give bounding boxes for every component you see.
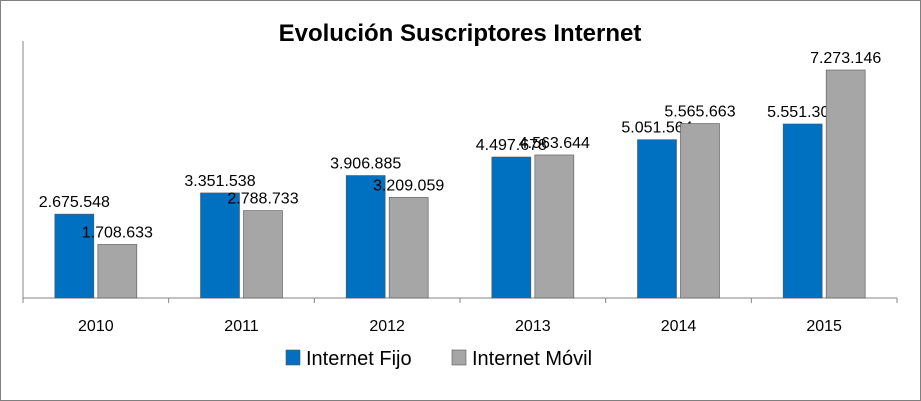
bar-internet-fijo (637, 139, 677, 299)
x-tick-label: 2010 (78, 318, 114, 335)
bar-internet-movil (243, 210, 283, 299)
bar-internet-movil (97, 244, 138, 299)
data-label: 5.551.308 (767, 104, 838, 121)
legend-swatch-internet-fijo (285, 349, 301, 366)
data-label: 4.563.644 (519, 135, 590, 152)
bar-internet-fijo (782, 123, 823, 299)
x-tick-label: 2015 (806, 318, 842, 335)
x-tick-label: 2012 (369, 318, 405, 335)
bar-internet-movil (534, 154, 575, 299)
x-tick-label: 2011 (224, 318, 259, 335)
bar-internet-fijo (200, 192, 240, 299)
legend-label: Internet Fijo (306, 348, 412, 370)
x-tick-label: 2013 (515, 318, 551, 335)
bar-internet-movil (680, 123, 720, 299)
data-label: 4.497.678 (476, 137, 547, 154)
data-label: 1.708.633 (82, 224, 153, 241)
data-label: 3.906.885 (330, 156, 401, 173)
data-label: 2.788.733 (227, 191, 298, 208)
data-label: 7.273.146 (810, 50, 881, 67)
bar-internet-movil (825, 69, 866, 299)
legend: Internet Fijo Internet Móvil (285, 348, 592, 370)
data-label: 5.565.663 (664, 104, 735, 121)
chart-title: Evolución Suscriptores Internet (279, 20, 642, 47)
data-label: 5.051.564 (621, 120, 692, 137)
legend-label: Internet Móvil (472, 348, 592, 370)
data-label: 3.209.059 (373, 177, 444, 194)
plot-area: 2010 2.675.548 1.708.633 2011 3.351.5382.788… (22, 41, 898, 335)
bar-internet-fijo (345, 175, 386, 299)
legend-swatch-internet-movil (451, 349, 467, 366)
bar-internet-fijo (491, 156, 532, 299)
x-tick-label: 2014 (661, 318, 697, 335)
bar-internet-movil (388, 197, 429, 299)
bar-internet-fijo (54, 213, 95, 299)
data-label: 3.351.538 (184, 173, 255, 190)
data-label: 2.675.548 (39, 194, 110, 211)
